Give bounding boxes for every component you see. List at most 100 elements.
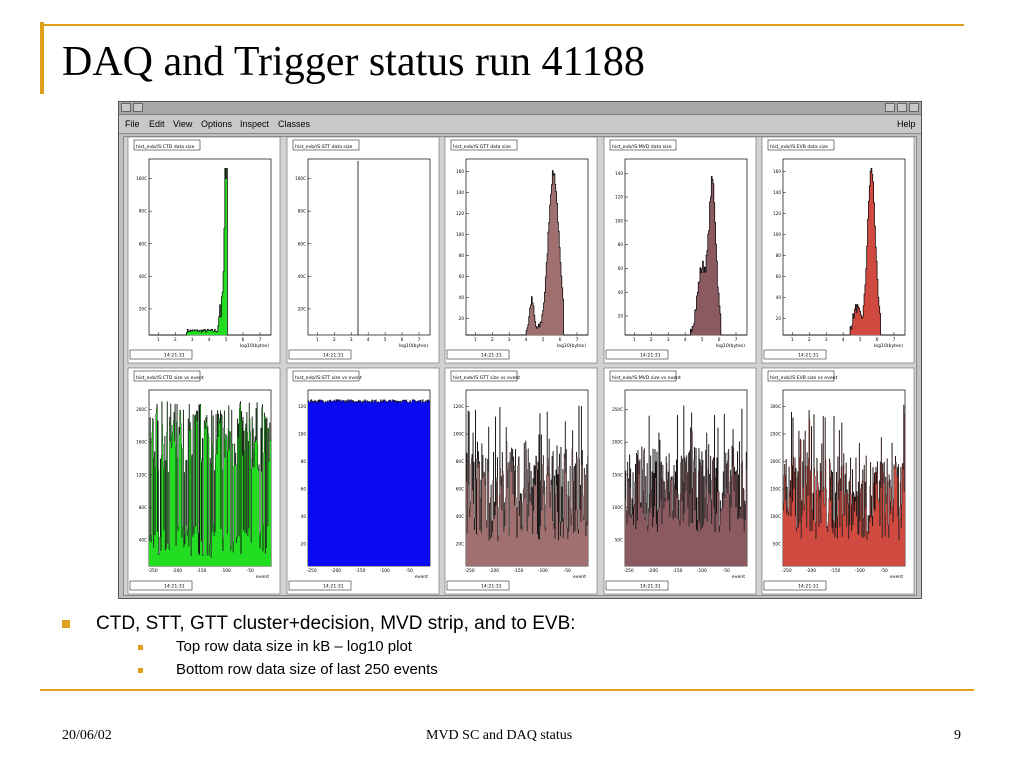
x-tick-label: -200 [172, 568, 182, 574]
menu-options[interactable]: Options [201, 119, 233, 129]
y-tick-label: 40C [139, 538, 147, 543]
x-tick-label: -150 [355, 568, 365, 574]
y-tick-label: 100C [453, 432, 464, 437]
histogram-fill [308, 399, 430, 566]
x-tick-label: 1 [633, 337, 636, 343]
bullet-marker [62, 620, 70, 628]
stats-time: 14:21:31 [164, 584, 185, 590]
y-tick-label: 100 [773, 232, 781, 237]
y-tick-label: 120 [456, 211, 464, 216]
y-tick-label: 80C [139, 505, 147, 510]
x-axis-label: log10(bytes) [874, 343, 903, 349]
sub-bullet-text-1: Top row data size in kB – log10 plot [176, 638, 412, 655]
y-tick-label: 60 [459, 274, 465, 279]
histogram-canvas[interactable]: hist_evb//S:CTD data size 100C 80C 60C 40C 20… [123, 136, 917, 596]
window-close-icon[interactable] [909, 103, 919, 112]
y-tick-label: 20C [298, 307, 306, 312]
x-tick-label: 7 [576, 337, 579, 343]
x-tick-label: 4 [208, 337, 211, 343]
x-tick-label: 6 [718, 337, 721, 343]
stats-time: 14:21:31 [323, 584, 344, 590]
y-tick-label: 40 [301, 514, 307, 519]
x-tick-label: 2 [650, 337, 653, 343]
footer-rule [40, 689, 974, 691]
menu-edit[interactable]: Edit [149, 119, 165, 129]
x-axis-label: event [890, 574, 903, 580]
y-tick-label: 150C [612, 472, 623, 477]
x-tick-label: -200 [806, 568, 816, 574]
histogram-panel: hist_evb//S:CTD size vs event 200C 160C 120… [127, 367, 281, 595]
x-tick-label: 2 [491, 337, 494, 343]
window-shade-icon[interactable] [133, 103, 143, 112]
y-tick-label: 40C [456, 514, 464, 519]
y-tick-label: 100 [298, 432, 306, 437]
stats-box [446, 580, 510, 591]
x-tick-label: 1 [791, 337, 794, 343]
y-tick-label: 100 [615, 218, 623, 223]
menu-help[interactable]: Help [897, 119, 916, 129]
y-tick-label: 100C [136, 176, 147, 181]
sub-bullet-text-2: Bottom row data size of last 250 events [176, 661, 438, 678]
x-tick-label: 7 [418, 337, 421, 343]
panel-title: hist_evb//S:EVB data size [770, 144, 828, 150]
panel-title: hist_evb//S:CTD size vs event [136, 375, 204, 381]
x-tick-label: -50 [881, 568, 888, 574]
histogram-panel: hist_evb//S:EVB data size160140120100806… [761, 136, 915, 364]
x-tick-label: -100 [855, 568, 865, 574]
x-tick-label: 6 [876, 337, 879, 343]
panel-title: hist_evb//S:CTD data size [136, 144, 195, 150]
stats-time: 14:21:31 [164, 353, 185, 359]
menu-view[interactable]: View [173, 119, 193, 129]
x-tick-label: -50 [564, 568, 571, 574]
y-tick-label: 250C [612, 407, 623, 412]
y-tick-label: 160 [456, 169, 464, 174]
stats-time: 14:21:31 [640, 353, 661, 359]
x-tick-label: -250 [307, 568, 317, 574]
histogram-panel: hist_evb//S:MVD data size140120100806040… [603, 136, 757, 364]
panel-title: hist_evb//S:EVB size vs event [770, 375, 838, 381]
menu-inspect[interactable]: Inspect [240, 119, 270, 129]
y-tick-label: 120 [615, 195, 623, 200]
x-tick-label: 2 [333, 337, 336, 343]
x-tick-label: 1 [474, 337, 477, 343]
x-tick-label: -200 [331, 568, 341, 574]
window-menu-icon[interactable] [121, 103, 131, 112]
stats-time: 14:21:31 [481, 584, 502, 590]
y-tick-label: 40 [618, 290, 624, 295]
x-tick-label: 4 [684, 337, 687, 343]
x-tick-label: 5 [384, 337, 387, 343]
histogram-outline [149, 168, 271, 336]
y-tick-label: 100C [770, 514, 781, 519]
y-tick-label: 120 [298, 404, 306, 409]
y-tick-label: 60 [776, 274, 782, 279]
stats-box [446, 349, 510, 360]
x-tick-label: 7 [893, 337, 896, 343]
menu-classes[interactable]: Classes [278, 119, 311, 129]
footer-date: 20/06/02 [62, 728, 112, 743]
stats-time: 14:21:31 [323, 353, 344, 359]
y-tick-label: 120C [136, 472, 147, 477]
y-tick-label: 80 [618, 242, 624, 247]
panel-title: hist_evb//S:GTT size vs event [453, 375, 520, 381]
stats-time: 14:21:31 [798, 353, 819, 359]
x-tick-label: 1 [316, 337, 319, 343]
x-tick-label: 5 [542, 337, 545, 343]
y-tick-label: 80 [776, 253, 782, 258]
y-tick-label: 100 [456, 232, 464, 237]
menu-file[interactable]: File [125, 119, 140, 129]
y-tick-label: 120 [773, 211, 781, 216]
y-tick-label: 160 [773, 169, 781, 174]
x-tick-label: -250 [465, 568, 475, 574]
window-minimize-icon[interactable] [885, 103, 895, 112]
x-tick-label: -50 [247, 568, 254, 574]
panel-title-box [133, 370, 201, 382]
y-tick-label: 140 [615, 171, 623, 176]
window-maximize-icon[interactable] [897, 103, 907, 112]
stats-box [763, 580, 827, 591]
x-tick-label: -200 [648, 568, 658, 574]
panel-title: hist_evb//S:STT data size [295, 144, 352, 150]
y-tick-label: 40C [139, 274, 147, 279]
stats-box [129, 349, 193, 360]
panel-title-box [133, 139, 201, 151]
window-titlebar[interactable] [119, 102, 921, 115]
